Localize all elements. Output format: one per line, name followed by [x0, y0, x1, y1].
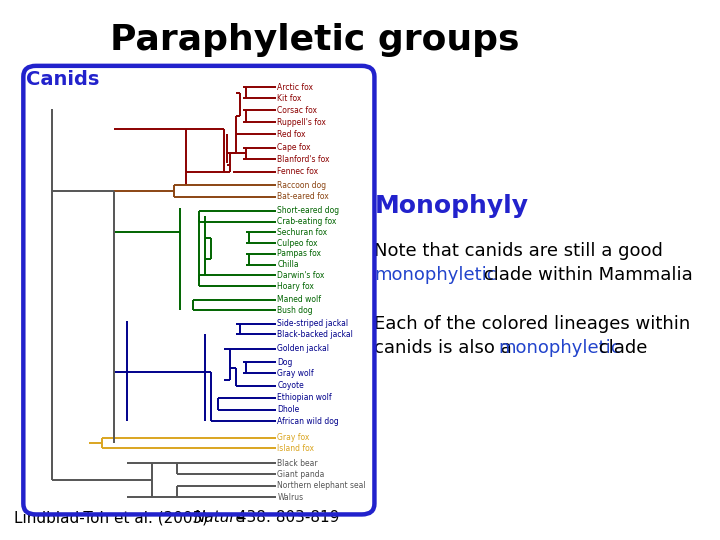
Text: Black-backed jackal: Black-backed jackal — [277, 330, 353, 339]
Text: monophyletic: monophyletic — [498, 339, 621, 357]
Text: Giant panda: Giant panda — [277, 470, 325, 478]
Text: Culpeo fox: Culpeo fox — [277, 239, 318, 248]
Text: Dhole: Dhole — [277, 405, 300, 414]
Text: Hoary fox: Hoary fox — [277, 282, 314, 291]
Text: Walrus: Walrus — [277, 492, 303, 502]
Text: Note that canids are still a good: Note that canids are still a good — [374, 242, 663, 260]
Text: African wild dog: African wild dog — [277, 417, 339, 426]
Text: Black bear: Black bear — [277, 459, 318, 468]
Text: Each of the colored lineages within: Each of the colored lineages within — [374, 315, 690, 333]
Text: Golden jackal: Golden jackal — [277, 345, 329, 354]
Text: Northern elephant seal: Northern elephant seal — [277, 482, 366, 490]
Text: Ruppell's fox: Ruppell's fox — [277, 118, 326, 127]
Text: Blanford's fox: Blanford's fox — [277, 155, 330, 164]
Text: Lindblad-Toh et al. (2005): Lindblad-Toh et al. (2005) — [14, 510, 213, 525]
Text: Dog: Dog — [277, 358, 292, 367]
Text: Pampas fox: Pampas fox — [277, 249, 321, 258]
Text: Gray fox: Gray fox — [277, 433, 310, 442]
Text: Chilla: Chilla — [277, 260, 299, 269]
Text: Red fox: Red fox — [277, 130, 306, 139]
Text: Sechuran fox: Sechuran fox — [277, 228, 328, 237]
Text: clade within Mammalia: clade within Mammalia — [478, 266, 693, 285]
Text: Canids: Canids — [27, 70, 100, 89]
Text: Monophyly: Monophyly — [374, 193, 528, 218]
Text: Raccoon dog: Raccoon dog — [277, 180, 326, 190]
Text: Bat-eared fox: Bat-eared fox — [277, 192, 329, 201]
Text: Gray wolf: Gray wolf — [277, 369, 314, 377]
Text: Corsac fox: Corsac fox — [277, 106, 318, 115]
Text: clade: clade — [593, 339, 647, 357]
Text: canids is also a: canids is also a — [374, 339, 518, 357]
Text: Island fox: Island fox — [277, 444, 314, 453]
Text: Nature: Nature — [193, 510, 246, 525]
Text: Side-striped jackal: Side-striped jackal — [277, 319, 348, 328]
Text: Arctic fox: Arctic fox — [277, 83, 313, 92]
Text: Kit fox: Kit fox — [277, 93, 302, 103]
Text: Ethiopian wolf: Ethiopian wolf — [277, 393, 332, 402]
Text: Coyote: Coyote — [277, 381, 304, 390]
Text: Maned wolf: Maned wolf — [277, 295, 321, 304]
Text: monophyletic: monophyletic — [374, 266, 497, 285]
Text: Crab-eating fox: Crab-eating fox — [277, 217, 337, 226]
Text: Fennec fox: Fennec fox — [277, 167, 318, 176]
Text: Short-eared dog: Short-eared dog — [277, 206, 339, 215]
Text: Paraphyletic groups: Paraphyletic groups — [110, 23, 520, 57]
Text: Darwin's fox: Darwin's fox — [277, 271, 325, 280]
Text: Bush dog: Bush dog — [277, 306, 313, 315]
Text: Cape fox: Cape fox — [277, 143, 311, 152]
Text: 438: 803-819: 438: 803-819 — [232, 510, 340, 525]
